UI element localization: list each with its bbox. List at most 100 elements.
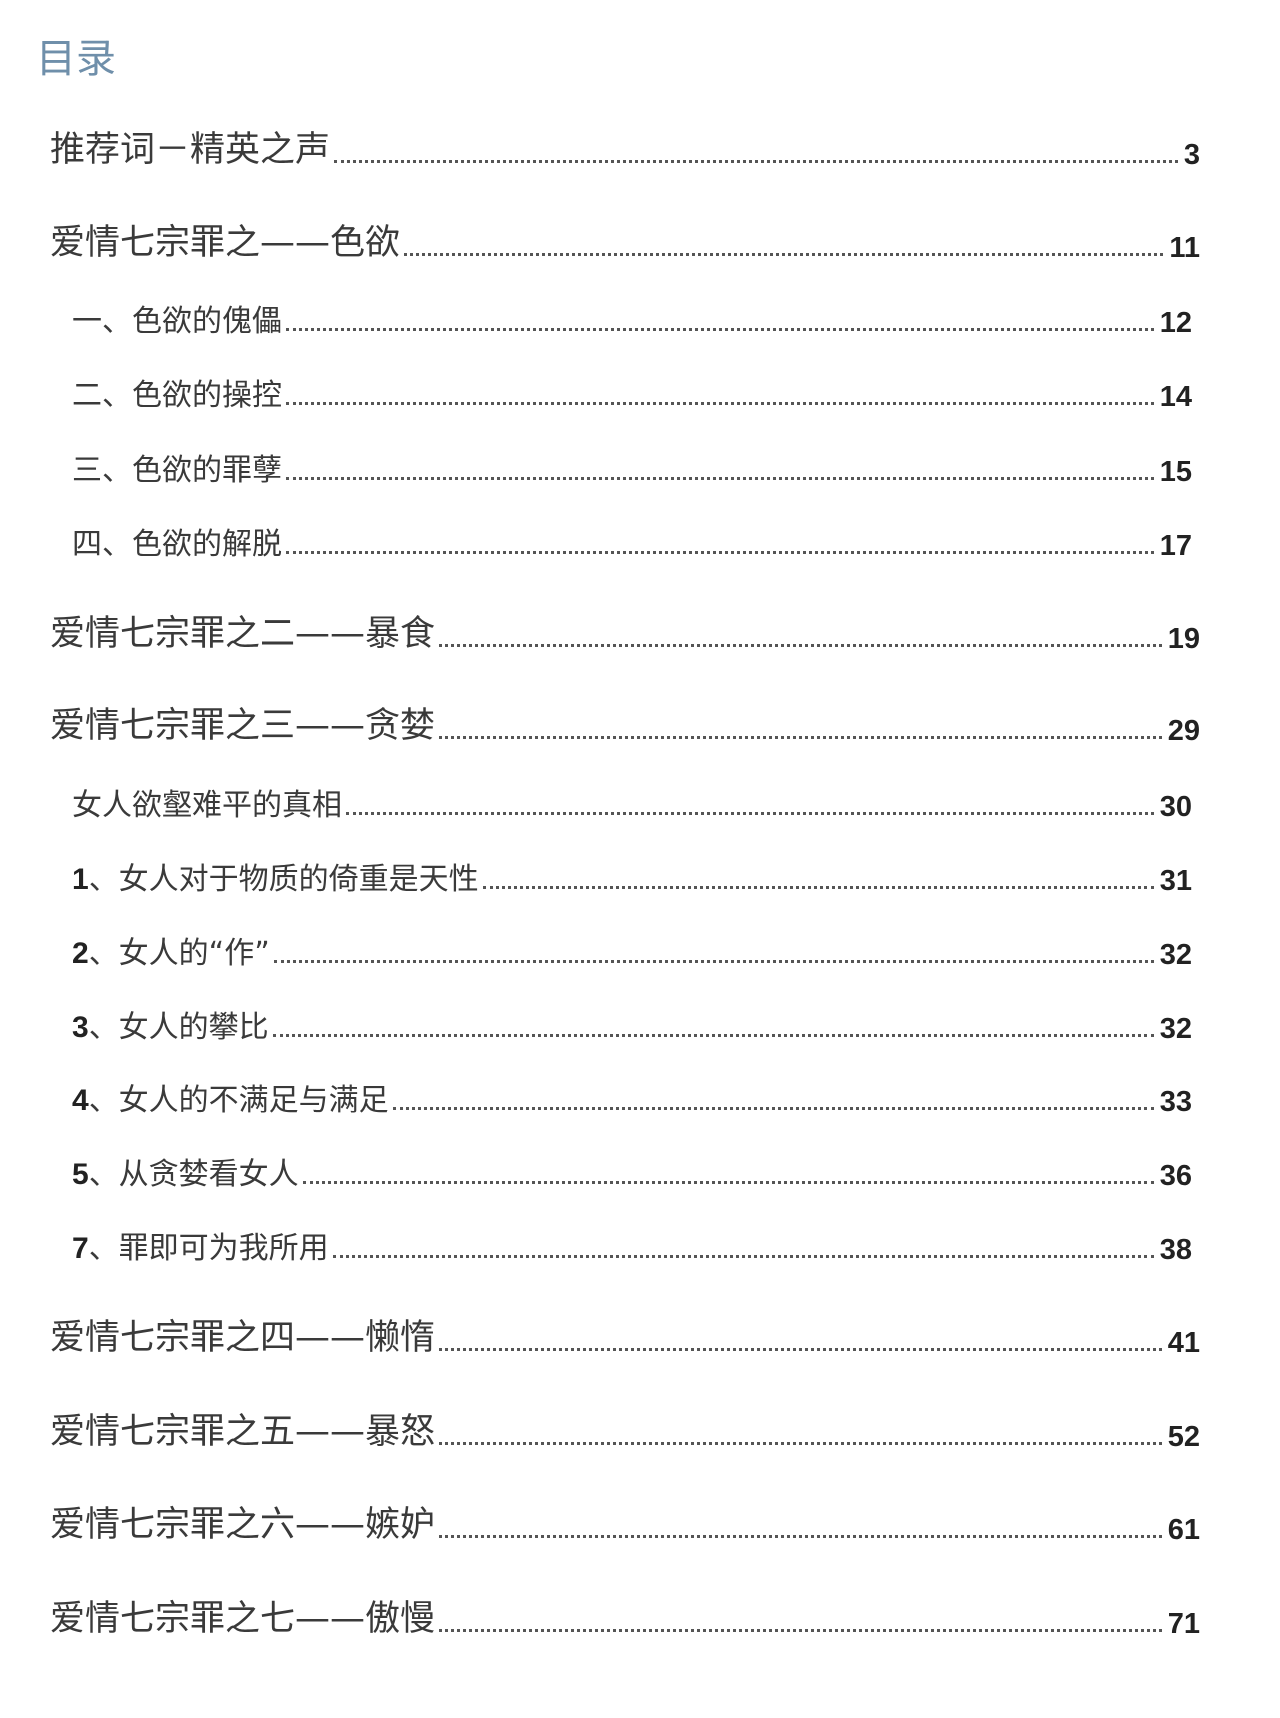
toc-entry-page: 3 (1183, 139, 1200, 171)
dot-leader (482, 886, 1154, 889)
toc-entry[interactable]: 爱情七宗罪之六——嫉妒 61 (0, 1503, 1280, 1547)
dot-leader (302, 1181, 1154, 1184)
dot-leader (332, 1255, 1154, 1258)
dot-leader (404, 253, 1164, 256)
toc-entry-text: 二、色欲的操控 (72, 378, 282, 413)
toc-entry-page: 31 (1159, 865, 1192, 897)
toc-entry-text: 爱情七宗罪之六——嫉妒 (50, 1505, 436, 1545)
toc-entry[interactable]: 爱情七宗罪之——色欲 11 (0, 221, 1280, 265)
toc-entry-label: 爱情七宗罪之四——懒惰 (50, 1309, 435, 1360)
toc-entry[interactable]: 5、从贪婪看女人 36 (0, 1149, 1280, 1193)
toc-entry-text: 、女人的不满足与满足 (88, 1083, 389, 1118)
toc-entry[interactable]: 爱情七宗罪之二——暴食 19 (0, 612, 1280, 656)
dot-leader (439, 736, 1162, 739)
toc-entry-page: 38 (1159, 1234, 1192, 1266)
toc-entry-label: 2、女人的“作” (72, 928, 270, 972)
toc-entry-text: 四、色欲的解脱 (72, 527, 282, 562)
toc-entry-page: 15 (1159, 456, 1192, 488)
dot-leader (439, 1442, 1162, 1445)
toc-entry[interactable]: 2、女人的“作” 32 (0, 928, 1280, 972)
toc-entry-page: 36 (1159, 1160, 1192, 1192)
dot-leader (273, 960, 1154, 963)
dot-leader (439, 1629, 1162, 1632)
toc-entry-page: 29 (1167, 715, 1200, 747)
toc-entry[interactable]: 三、色欲的罪孽 15 (0, 445, 1280, 489)
toc-entry[interactable]: 3、女人的攀比 32 (0, 1002, 1280, 1046)
toc-entry-label: 二、色欲的操控 (72, 370, 282, 414)
toc-entry-page: 32 (1159, 1013, 1192, 1045)
toc-entry-text: 爱情七宗罪之七——傲慢 (50, 1599, 436, 1639)
toc-entry-label: 3、女人的攀比 (72, 1002, 269, 1046)
toc-entry-label: 爱情七宗罪之五——暴怒 (50, 1403, 435, 1454)
toc-entry-page: 33 (1159, 1086, 1192, 1118)
toc-entry-text: 、罪即可为我所用 (88, 1231, 329, 1266)
dot-leader (439, 1348, 1162, 1351)
toc-entry[interactable]: 爱情七宗罪之四——懒惰 41 (0, 1316, 1280, 1360)
dot-leader (286, 477, 1154, 480)
toc-entry-page: 14 (1159, 381, 1192, 413)
toc-entry[interactable]: 爱情七宗罪之五——暴怒 52 (0, 1410, 1280, 1454)
toc-entry-text: 一、色欲的傀儡 (72, 304, 282, 339)
toc-entry-text: 、女人对于物质的倚重是天性 (88, 862, 479, 897)
dot-leader (286, 551, 1154, 554)
toc-entry[interactable]: 4、女人的不满足与满足 33 (0, 1075, 1280, 1119)
toc-entry-text: 爱情七宗罪之三——贪婪 (50, 706, 436, 746)
toc-entry-label: 三、色欲的罪孽 (72, 445, 282, 489)
toc-entry-number: 3 (72, 1011, 89, 1044)
dot-leader (346, 812, 1154, 815)
toc-title: 目录 (36, 36, 116, 82)
toc-entry[interactable]: 爱情七宗罪之三——贪婪 29 (0, 704, 1280, 748)
toc-entry[interactable]: 1、女人对于物质的倚重是天性 31 (0, 854, 1280, 898)
toc-entry-text: 三、色欲的罪孽 (72, 453, 282, 488)
toc-entry-page: 61 (1167, 1514, 1200, 1546)
toc-entry-text: 爱情七宗罪之——色欲 (50, 223, 401, 263)
dot-leader (334, 160, 1178, 163)
toc-entry-text: 推荐词－精英之声 (50, 130, 331, 170)
toc-entry-number: 7 (72, 1232, 89, 1265)
dot-leader (439, 644, 1162, 647)
toc-entry-label: 爱情七宗罪之六——嫉妒 (50, 1496, 435, 1547)
toc-entry-label: 女人欲壑难平的真相 (72, 780, 342, 824)
toc-entry-page: 11 (1169, 232, 1200, 264)
toc-entry-text: 爱情七宗罪之五——暴怒 (50, 1412, 436, 1452)
toc-entry-page: 17 (1159, 530, 1192, 562)
dot-leader (272, 1034, 1154, 1037)
dot-leader (286, 328, 1154, 331)
toc-entry-label: 一、色欲的傀儡 (72, 296, 282, 340)
toc-entry-label: 7、罪即可为我所用 (72, 1223, 329, 1267)
toc-entry-label: 5、从贪婪看女人 (72, 1149, 299, 1193)
toc-entry[interactable]: 四、色欲的解脱 17 (0, 519, 1280, 563)
toc-entry-page: 41 (1167, 1327, 1200, 1359)
toc-entry-text: 、从贪婪看女人 (88, 1157, 299, 1192)
dot-leader (439, 1535, 1162, 1538)
toc-entry-number: 1 (72, 863, 89, 896)
toc-entry-page: 12 (1159, 307, 1192, 339)
toc-entry-label: 爱情七宗罪之三——贪婪 (50, 697, 435, 748)
toc-entry[interactable]: 一、色欲的傀儡 12 (0, 296, 1280, 340)
dot-leader (286, 402, 1154, 405)
toc-entry-label: 1、女人对于物质的倚重是天性 (72, 854, 479, 898)
toc-entry[interactable]: 爱情七宗罪之七——傲慢 71 (0, 1597, 1280, 1641)
dot-leader (392, 1107, 1154, 1110)
toc-entry-page: 19 (1167, 623, 1200, 655)
toc-entry-text: 爱情七宗罪之四——懒惰 (50, 1318, 436, 1358)
toc-entry-label: 爱情七宗罪之——色欲 (50, 214, 400, 265)
toc-entry-text: 爱情七宗罪之二——暴食 (50, 614, 436, 654)
toc-entry-page: 30 (1159, 791, 1192, 823)
toc-entry-label: 推荐词－精英之声 (50, 121, 330, 172)
toc-entry-text: 、女人的“作” (88, 936, 270, 971)
toc-entry-label: 4、女人的不满足与满足 (72, 1075, 389, 1119)
toc-entry-label: 爱情七宗罪之七——傲慢 (50, 1590, 435, 1641)
toc-entry[interactable]: 7、罪即可为我所用 38 (0, 1223, 1280, 1267)
toc-entry-number: 4 (72, 1084, 89, 1117)
toc-entry-page: 32 (1159, 939, 1192, 971)
toc-entry-number: 2 (72, 937, 89, 970)
toc-entry-number: 5 (72, 1158, 89, 1191)
toc-entry[interactable]: 女人欲壑难平的真相 30 (0, 780, 1280, 824)
toc-entry[interactable]: 推荐词－精英之声 3 (0, 128, 1280, 172)
toc-entry[interactable]: 二、色欲的操控 14 (0, 370, 1280, 414)
toc-entry-page: 52 (1167, 1421, 1200, 1453)
toc-entry-label: 爱情七宗罪之二——暴食 (50, 605, 435, 656)
toc-entry-label: 四、色欲的解脱 (72, 519, 282, 563)
toc-entry-page: 71 (1167, 1608, 1200, 1640)
